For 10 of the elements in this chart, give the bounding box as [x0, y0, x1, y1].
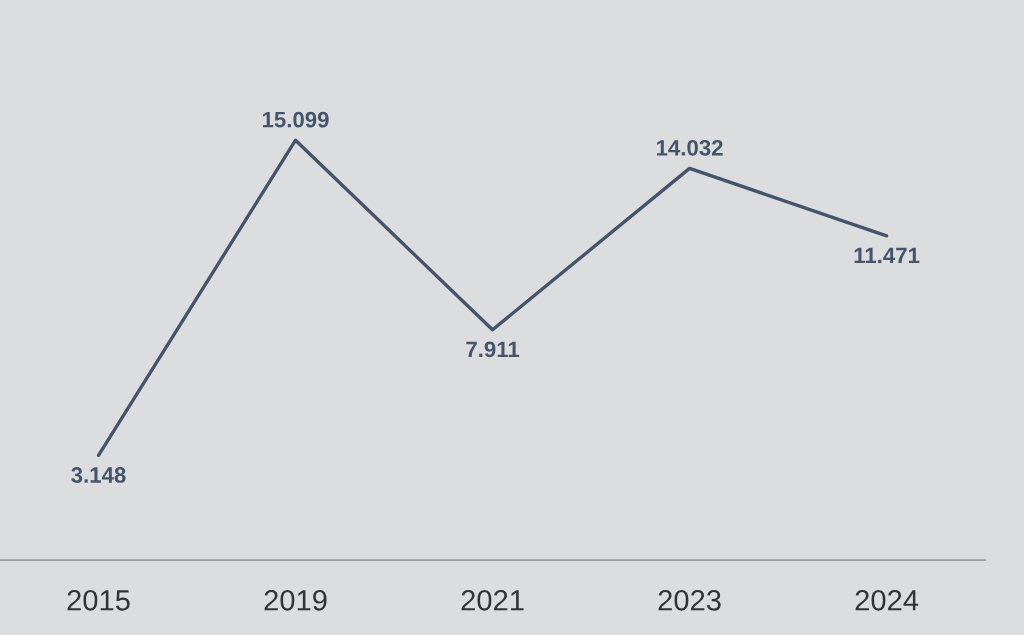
x-tick-label: 2024: [855, 590, 919, 611]
data-label: 3.148: [71, 467, 126, 483]
x-tick-label: 2019: [264, 590, 327, 611]
x-tick-label: 2021: [461, 590, 524, 611]
data-label: 14.032: [656, 139, 723, 156]
x-tick-label: 2023: [658, 590, 721, 611]
data-label: 11.471: [854, 247, 920, 264]
data-label: 7.911: [466, 341, 520, 358]
x-tick-label: 2015: [67, 590, 130, 611]
data-label: 15.099: [262, 111, 329, 128]
